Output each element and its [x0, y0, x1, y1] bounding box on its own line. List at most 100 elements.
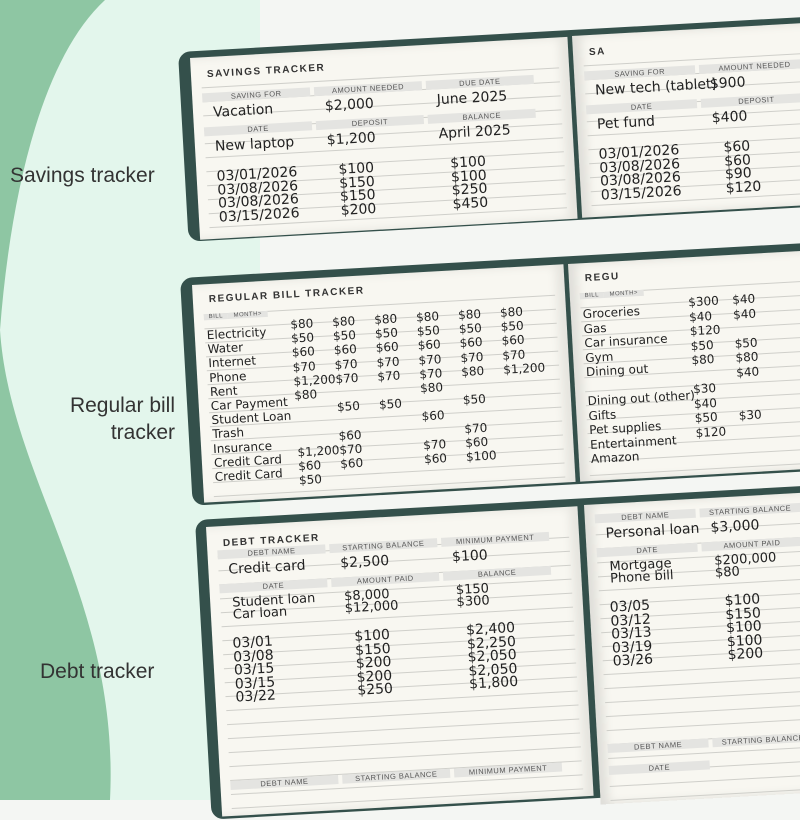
handwritten-text: $70	[376, 354, 400, 370]
handwritten-text: $70	[418, 365, 443, 382]
header-cell: STARTING BALANCE	[329, 538, 438, 554]
handwritten-text: $2,500	[339, 552, 390, 572]
handwritten-text: $2,000	[324, 95, 375, 115]
handwritten-text: April 2025	[438, 122, 512, 143]
handwritten-text: $80	[331, 313, 356, 330]
header-cell: AMOUNT PAID	[331, 572, 440, 588]
handwritten-text: $80	[373, 311, 398, 327]
handwritten-text: $40	[693, 395, 718, 411]
handwritten-text: Trash	[211, 425, 245, 442]
handwritten-text: $40	[731, 291, 756, 307]
side-label: Regular bill tracker	[69, 394, 175, 445]
handwritten-text: $50	[374, 325, 399, 342]
handwritten-text: $200	[727, 645, 764, 664]
page-title: REGU	[584, 271, 620, 285]
handwritten-text: Dining out	[585, 361, 649, 380]
handwritten-text: $1,800	[468, 673, 519, 693]
handwritten-text: New laptop	[214, 134, 295, 155]
handwritten-text: $250	[356, 680, 394, 699]
page: REGU BILL MONTH> Groceries $300 $40 Gas $40 $40 C…	[568, 249, 800, 482]
page-title: REGULAR BILL TRACKER	[208, 285, 365, 306]
handwritten-text: $30	[738, 407, 762, 423]
rule-line	[604, 675, 800, 690]
handwritten-text: $80	[691, 351, 715, 368]
handwritten-text: $80	[415, 309, 440, 325]
page-title: SAVINGS TRACKER	[206, 62, 326, 81]
handwritten-text: June 2025	[436, 88, 508, 109]
side-label: Debt tracker	[40, 660, 155, 683]
handwritten-text: $12,000	[344, 598, 399, 617]
header-cell: MONTH>	[227, 310, 268, 320]
handwritten-text: $50	[690, 337, 715, 353]
handwritten-text: $200	[340, 200, 377, 219]
page: REGULAR BILL TRACKER BILL MONTH> Electricit…	[192, 264, 576, 503]
header-cell: MINIMUM PAYMENT	[453, 762, 563, 778]
handwritten-text: $30	[692, 380, 717, 397]
header-cell: DUE DATE	[425, 74, 534, 90]
header-cell: BILL	[579, 292, 604, 300]
handwritten-text: $80	[457, 306, 482, 323]
header-cell: SAVING FOR	[201, 87, 311, 103]
page: SAVINGS TRACKER SAVING FOR Vacation AMOUNT …	[190, 36, 578, 240]
handwritten-text: Rent	[209, 383, 238, 399]
handwritten-text: $80	[499, 304, 524, 320]
green-curve-top	[0, 0, 105, 330]
handwritten-text: $80	[460, 363, 485, 379]
handwritten-text: $80	[419, 380, 444, 396]
handwritten-text: $1,200	[293, 371, 336, 389]
rule-line	[606, 717, 800, 732]
handwritten-text: $300	[456, 593, 491, 611]
handwritten-text: $3,000	[710, 517, 760, 536]
handwritten-text: $70	[502, 347, 526, 363]
header-cell: AMOUNT NEEDED	[698, 58, 800, 74]
handwritten-text: $300	[687, 293, 720, 310]
handwritten-text: Credit Card	[214, 466, 284, 485]
handwritten-text: $70	[464, 420, 488, 436]
handwritten-text: Credit card	[227, 557, 306, 578]
handwritten-text: $50	[290, 330, 315, 346]
handwritten-text: $50	[378, 396, 403, 412]
handwritten-text: $50	[694, 409, 719, 426]
handwritten-text: $120	[695, 423, 727, 440]
header-cell: STARTING BALANCE	[342, 768, 451, 784]
handwritten-text: $80	[289, 316, 314, 332]
header-cell: DEBT NAME	[607, 738, 709, 754]
header-cell: DATE	[585, 99, 698, 115]
header-cell: BALANCE	[427, 108, 536, 124]
handwritten-text: $50	[734, 335, 758, 351]
rule-line	[605, 689, 800, 704]
handwritten-text: $50	[458, 321, 483, 337]
handwritten-text: $50	[500, 318, 525, 335]
page: SA SAVING FOR New tech (tablet) AMOUNT NEED…	[572, 21, 800, 218]
page: DEBT TRACKER DEBT NAME Credit card STARTING…	[206, 506, 594, 817]
handwritten-text: $60	[291, 344, 316, 360]
handwritten-text: $60	[375, 339, 400, 356]
handwritten-text: $1,200	[326, 129, 377, 149]
handwritten-text: Gym	[584, 349, 614, 365]
handwritten-text: $60	[423, 451, 448, 467]
header-cell: DEBT NAME	[230, 775, 339, 791]
handwritten-text: $900	[709, 74, 746, 93]
handwritten-text: $40	[735, 364, 760, 380]
handwritten-text: Amazon	[590, 449, 640, 467]
handwritten-text: $70	[334, 356, 358, 372]
header-cell: DEPOSIT	[700, 92, 800, 108]
header-cell: BALANCE	[442, 565, 552, 581]
handwritten-text: $70	[418, 351, 442, 368]
handwritten-text: $70	[460, 349, 484, 365]
page: DEBT NAME Personal loan STARTING BALANCE $3…	[584, 491, 800, 805]
header-cell: DATE	[203, 121, 313, 137]
handwritten-text: $40	[732, 306, 757, 322]
handwritten-text: $60	[417, 337, 442, 353]
header-cell: MONTH>	[603, 289, 644, 299]
handwritten-text: $60	[421, 408, 445, 424]
header-cell: DATE	[608, 760, 710, 776]
handwritten-text: $60	[333, 342, 358, 358]
handwritten-text: $50	[298, 472, 323, 488]
handwritten-text: $80	[714, 564, 741, 581]
handwritten-text: $60	[339, 455, 364, 471]
green-curve-bottom	[0, 330, 111, 800]
handwritten-text: $70	[292, 358, 317, 375]
header-cell: DEPOSIT	[315, 115, 425, 131]
